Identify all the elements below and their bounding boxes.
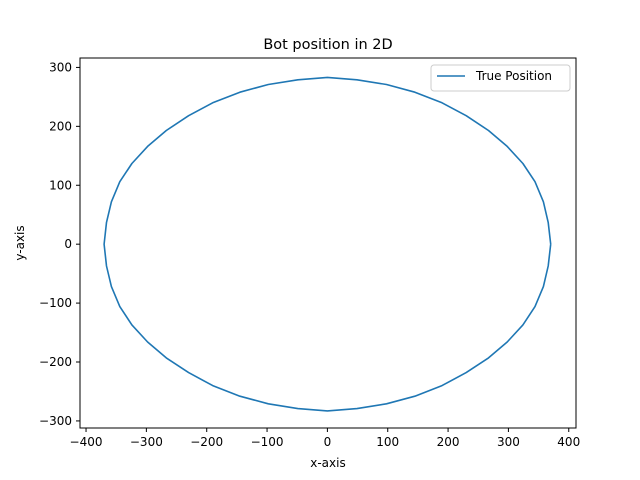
- y-axis-label: y-axis: [13, 225, 27, 260]
- y-tick-label: −100: [39, 296, 72, 310]
- legend-box: [430, 64, 571, 92]
- y-axis: −300 −200 −100 0 100 200 300: [39, 60, 80, 428]
- chart-title: Bot position in 2D: [263, 37, 392, 53]
- plot-area: [103, 76, 552, 412]
- y-tick-label: 300: [49, 60, 72, 74]
- x-tick-label: −300: [130, 435, 163, 449]
- plot-frame: [79, 57, 577, 429]
- x-tick-label: 100: [376, 435, 399, 449]
- x-axis-label: x-axis: [310, 456, 345, 470]
- x-tick-label: 400: [557, 435, 580, 449]
- y-tick-label: −200: [39, 355, 72, 369]
- x-tick-label: −200: [190, 435, 223, 449]
- y-tick-label: −300: [39, 414, 72, 428]
- y-tick-label: 0: [64, 237, 72, 251]
- legend-label: True Position: [475, 69, 552, 83]
- x-tick-label: −400: [70, 435, 103, 449]
- x-tick-label: −100: [251, 435, 284, 449]
- x-tick-label: 200: [437, 435, 460, 449]
- legend: True Position: [430, 64, 571, 92]
- x-tick-label: 300: [497, 435, 520, 449]
- x-axis: −400 −300 −200 −100 0 100 200 300 400: [70, 428, 580, 449]
- series-line-0: [103, 76, 552, 412]
- x-tick-label: 0: [324, 435, 332, 449]
- y-tick-label: 200: [49, 119, 72, 133]
- y-tick-label: 100: [49, 178, 72, 192]
